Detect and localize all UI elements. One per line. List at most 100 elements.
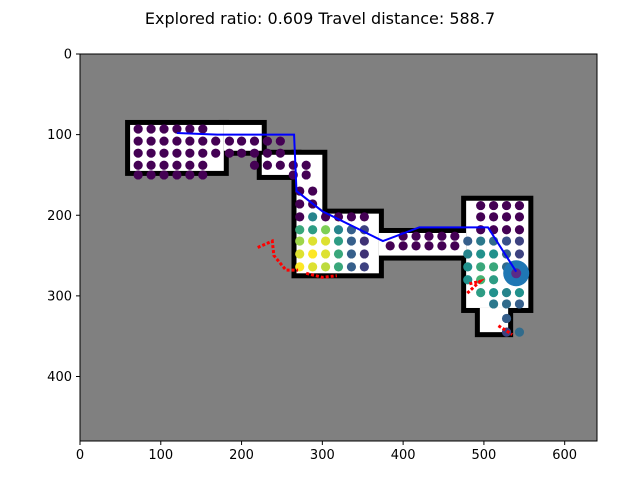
utility-point-62 [333,225,344,235]
utility-point-46 [301,160,311,170]
plot-area [79,53,598,442]
utility-point-83 [385,241,395,251]
utility-point-43 [262,160,273,170]
utility-point-126 [489,288,499,298]
utility-point-23 [198,160,208,170]
utility-point-75 [346,249,357,259]
utility-point-5 [198,124,208,134]
utility-point-9 [172,136,182,146]
travel-path [176,132,518,273]
utility-point-27 [172,170,182,180]
path-line [176,132,518,273]
utility-point-66 [308,236,318,246]
frontier-3 [497,324,513,336]
utility-point-130 [501,299,512,309]
utility-point-20 [159,160,169,170]
utility-point-73 [320,249,331,259]
utility-point-53 [295,212,305,222]
x-tick-label-0: 0 [76,448,84,463]
utility-point-97 [514,200,525,211]
utility-point-54 [308,212,318,222]
utility-point-82 [359,262,369,272]
utility-point-15 [172,148,182,158]
utility-point-38 [236,148,247,158]
utility-point-42 [249,160,260,170]
utility-point-115 [514,249,525,259]
utility-point-58 [359,212,369,222]
utility-point-127 [501,288,512,298]
utility-point-19 [146,160,156,170]
utility-point-91 [424,231,434,241]
utility-point-32 [236,136,247,146]
utility-point-11 [198,136,208,146]
utility-point-6 [133,136,143,146]
utility-point-134 [514,327,525,337]
utility-point-8 [159,136,169,146]
utility-point-72 [308,249,318,259]
frontier-2 [465,278,485,296]
x-axis: 0 100 200 300 400 500 600 [76,441,577,463]
utility-point-69 [346,236,357,246]
utility-point-129 [489,299,499,309]
utility-point-92 [437,231,447,241]
utility-point-121 [463,275,473,285]
utility-point-70 [359,236,369,246]
robot-marker [503,260,530,287]
y-tick-label-300: 300 [47,289,72,304]
utility-point-99 [489,212,499,222]
utility-point-10 [185,136,195,146]
utility-point-2 [159,124,169,134]
utility-point-35 [275,136,285,146]
utility-point-51 [295,199,305,209]
utility-point-100 [501,212,512,222]
utility-point-90 [411,231,421,241]
x-tick-label-600: 600 [552,448,577,463]
utility-point-117 [476,262,486,272]
utility-point-111 [463,249,473,259]
utility-point-107 [476,236,486,246]
utility-point-4 [185,124,195,134]
utility-point-125 [476,288,486,298]
utility-point-131 [514,299,525,309]
utility-point-104 [501,225,512,235]
chart-title: Explored ratio: 0.609 Travel distance: 5… [145,9,495,28]
utility-point-30 [211,136,221,146]
utility-point-65 [295,236,305,246]
utility-point-106 [463,236,473,246]
utility-point-56 [333,212,344,222]
utility-point-44 [275,160,285,170]
y-tick-label-200: 200 [47,209,72,224]
utility-point-29 [198,170,208,180]
utility-point-18 [133,160,143,170]
utility-point-48 [301,170,311,180]
utility-point-81 [346,262,357,272]
utility-point-25 [146,170,156,180]
utility-point-132 [501,313,512,324]
x-tick-label-400: 400 [391,448,416,463]
utility-point-28 [185,170,195,180]
utility-point-88 [450,241,460,251]
utility-point-21 [172,160,182,170]
utility-point-85 [411,241,421,251]
utility-point-36 [211,148,221,158]
utility-point-26 [159,170,169,180]
frontiers [257,238,513,336]
utility-point-80 [333,262,344,272]
utility-point-59 [295,225,305,235]
utility-point-128 [514,288,525,298]
utility-point-74 [333,249,344,259]
utility-point-1 [146,124,156,134]
utility-point-61 [320,225,331,235]
x-tick-label-300: 300 [310,448,335,463]
x-tick-label-500: 500 [471,448,496,463]
utility-point-105 [514,225,525,235]
utility-point-78 [308,262,318,272]
x-tick-label-200: 200 [229,448,254,463]
utility-point-110 [514,236,525,246]
utility-point-12 [133,148,143,158]
utility-point-67 [320,236,331,246]
utility-point-98 [476,212,486,222]
utility-point-95 [489,200,499,211]
plot-frame [79,53,598,442]
